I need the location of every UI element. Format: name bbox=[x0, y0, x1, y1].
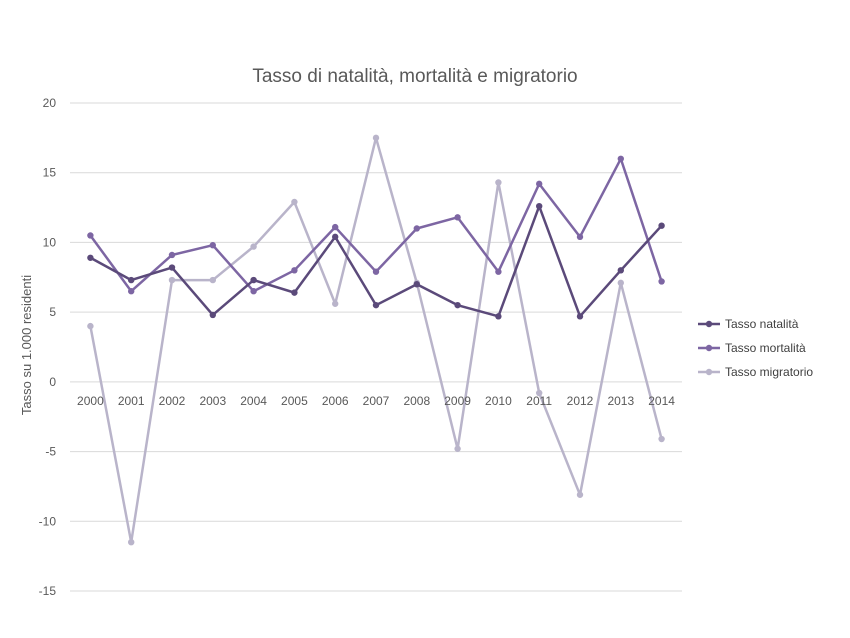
data-point bbox=[413, 281, 420, 288]
x-tick-label: 2010 bbox=[485, 394, 512, 408]
x-tick-label: 2009 bbox=[444, 394, 471, 408]
y-tick-label: 15 bbox=[43, 166, 57, 180]
legend-swatch-marker bbox=[705, 344, 713, 352]
gridlines bbox=[70, 102, 682, 592]
data-point bbox=[617, 279, 624, 287]
data-point bbox=[128, 539, 135, 546]
y-tick-label: 20 bbox=[43, 96, 57, 110]
x-tick-label: 2011 bbox=[526, 394, 552, 408]
data-point bbox=[413, 225, 420, 232]
data-point bbox=[372, 134, 380, 142]
series-line bbox=[89, 136, 663, 544]
y-tick-label: 10 bbox=[43, 235, 57, 249]
data-point bbox=[536, 202, 543, 210]
legend-swatch-marker bbox=[705, 368, 713, 376]
x-axis-ticks: 2000 2001 2002 2003 2004 2005 2006 2007 2008 2009… bbox=[77, 394, 675, 408]
data-point bbox=[332, 223, 339, 231]
x-tick-label: 2013 bbox=[607, 394, 634, 408]
y-axis-ticks: -15 -10 -5 0 5 10 15 20 bbox=[39, 96, 57, 598]
data-point bbox=[576, 491, 584, 498]
data-point bbox=[291, 267, 298, 274]
data-point bbox=[536, 180, 543, 188]
data-point bbox=[454, 445, 461, 452]
data-point bbox=[576, 313, 584, 320]
y-tick-label: -15 bbox=[39, 584, 57, 598]
data-point bbox=[372, 268, 380, 275]
legend-label: Tasso migratorio bbox=[725, 365, 813, 379]
data-point bbox=[168, 276, 176, 284]
data-point bbox=[332, 300, 339, 307]
data-point bbox=[128, 276, 135, 284]
data-point bbox=[250, 276, 257, 284]
data-point bbox=[168, 264, 176, 271]
y-tick-label: -5 bbox=[45, 445, 56, 459]
chart-title: Tasso di natalità, mortalità e migratori… bbox=[252, 66, 577, 87]
legend-label: Tasso natalità bbox=[725, 317, 799, 331]
x-tick-label: 2006 bbox=[322, 394, 349, 408]
data-point bbox=[291, 289, 298, 296]
data-point bbox=[454, 301, 461, 309]
x-tick-label: 2004 bbox=[240, 394, 267, 408]
data-point bbox=[87, 232, 94, 239]
legend-label: Tasso mortalità bbox=[725, 341, 806, 355]
data-point bbox=[495, 268, 502, 275]
legend-swatch-marker bbox=[705, 320, 713, 328]
x-tick-label: 2008 bbox=[403, 394, 430, 408]
data-point bbox=[128, 288, 135, 295]
data-point bbox=[536, 389, 543, 397]
data-point bbox=[87, 254, 94, 261]
x-tick-label: 2014 bbox=[648, 394, 675, 408]
data-point bbox=[454, 214, 461, 221]
data-point bbox=[658, 222, 665, 229]
data-point bbox=[209, 311, 216, 319]
data-point bbox=[87, 322, 94, 330]
x-tick-label: 2001 bbox=[118, 394, 145, 408]
data-point bbox=[658, 435, 665, 443]
data-point bbox=[617, 267, 624, 274]
x-tick-label: 2012 bbox=[567, 394, 594, 408]
x-tick-label: 2003 bbox=[199, 394, 226, 408]
y-tick-label: -10 bbox=[39, 514, 57, 528]
data-point bbox=[209, 276, 216, 284]
x-tick-label: 2002 bbox=[159, 394, 186, 408]
data-point bbox=[372, 301, 380, 309]
data-point bbox=[576, 233, 584, 241]
y-tick-label: 5 bbox=[49, 305, 56, 319]
x-tick-label: 2007 bbox=[363, 394, 390, 408]
series-line bbox=[89, 204, 663, 318]
data-point bbox=[291, 198, 298, 206]
data-point bbox=[495, 179, 502, 186]
y-tick-label: 0 bbox=[49, 375, 56, 389]
data-point bbox=[209, 242, 216, 249]
data-point bbox=[332, 233, 339, 241]
data-point bbox=[250, 243, 257, 250]
data-point bbox=[168, 251, 176, 259]
y-axis-label: Tasso su 1.000 residenti bbox=[19, 275, 34, 415]
data-point bbox=[658, 278, 665, 285]
data-point bbox=[250, 288, 257, 295]
data-point bbox=[617, 155, 624, 162]
legend: Tasso natalità Tasso mortalità Tasso migra… bbox=[698, 317, 813, 379]
x-tick-label: 2005 bbox=[281, 394, 308, 408]
x-tick-label: 2000 bbox=[77, 394, 104, 408]
series-lines bbox=[87, 134, 665, 546]
data-point bbox=[495, 313, 502, 320]
